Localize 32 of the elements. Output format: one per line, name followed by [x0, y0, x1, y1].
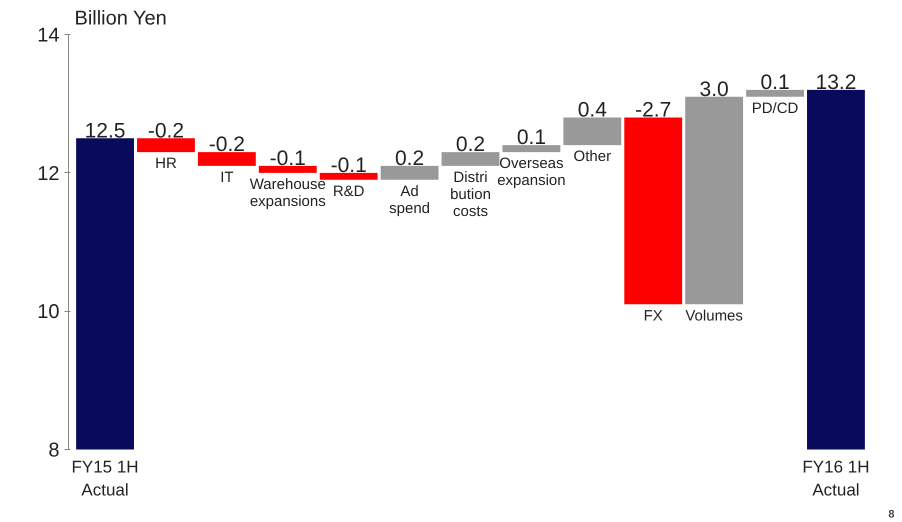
y-tick-label: 12 — [37, 162, 60, 185]
data-label: 0.4 — [578, 98, 608, 122]
data-label: 0.2 — [456, 133, 486, 156]
data-label: 13.2 — [816, 70, 856, 94]
x-tick-label: HR — [155, 155, 177, 172]
x-tick-label: IT — [220, 168, 234, 186]
data-label: -0.2 — [208, 133, 245, 156]
x-tick-label: Overseas expansion — [497, 155, 566, 190]
data-label: 0.1 — [760, 70, 790, 94]
x-tick-label: Distri bution costs — [450, 168, 491, 220]
data-label: -2.7 — [635, 98, 672, 122]
data-label: 0.2 — [394, 146, 424, 170]
x-tick-label: Ad spend — [389, 182, 430, 217]
data-label: 3.0 — [700, 78, 729, 101]
x-tick-label: FX — [644, 307, 663, 324]
y-tick-label: 10 — [37, 301, 60, 324]
y-axis-title: Billion Yen — [74, 8, 167, 30]
text: 8 — [888, 508, 895, 520]
x-tick-label: FY15 1H Actual — [72, 458, 139, 500]
data-label: -0.1 — [270, 146, 306, 170]
data-label: -0.2 — [148, 119, 184, 142]
data-label: 0.1 — [516, 126, 546, 150]
x-tick-label: FY16 1H Actual — [802, 458, 870, 500]
x-tick-label: Other — [574, 148, 612, 166]
data-label: 12.5 — [84, 119, 126, 142]
x-tick-label: Warehouse expansions — [250, 176, 326, 210]
x-tick-label: PD/CD — [752, 100, 799, 117]
x-tick-label: R&D — [332, 182, 365, 200]
y-tick-label: 14 — [37, 24, 60, 46]
x-tick-label: Volumes — [685, 307, 743, 324]
data-label: -0.1 — [330, 154, 367, 177]
y-tick-label: 8 — [48, 440, 60, 462]
